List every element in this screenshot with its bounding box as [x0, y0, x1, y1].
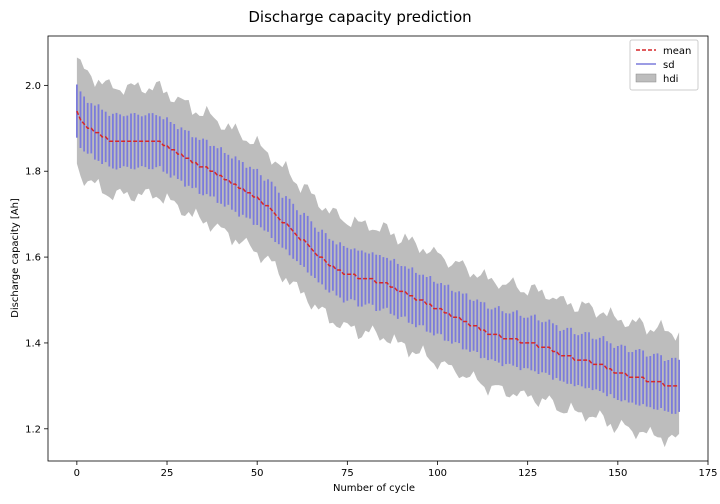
mean-line-layer: [76, 110, 680, 387]
hdi-band-layer: [76, 57, 680, 448]
legend-hdi-swatch: [635, 73, 657, 83]
legend-mean-label: mean: [663, 46, 691, 57]
legend-hdi-label: hdi: [663, 74, 678, 85]
x-tick-label: 0: [74, 468, 80, 479]
y-tick-label: 1.6: [25, 253, 41, 264]
legend: mean sd hdi: [629, 39, 699, 91]
x-tick-label: 25: [161, 468, 174, 479]
y-tick-label: 1.8: [25, 167, 41, 178]
x-tick-label: 150: [608, 468, 627, 479]
chart-title: Discharge capacity prediction: [248, 8, 471, 26]
y-tick-label: 2.0: [25, 81, 41, 92]
x-tick-label: 50: [251, 468, 264, 479]
axes-layer: 0 25 50 75 100 125 150 175 1.2 1.4 1.6 1.8 2.0: [25, 35, 718, 479]
hdi-band: [76, 57, 680, 448]
y-tick-label: 1.2: [25, 424, 41, 435]
x-tick-label: 175: [698, 468, 717, 479]
x-tick-label: 100: [428, 468, 447, 479]
x-tick-label: 125: [518, 468, 537, 479]
mean-line: [76, 110, 680, 387]
x-axis-label: Number of cycle: [333, 483, 415, 494]
legend-sd-label: sd: [663, 60, 675, 71]
y-tick-label: 1.4: [25, 338, 41, 349]
x-tick-label: 75: [341, 468, 354, 479]
y-axis-label: Discharge capacity [Ah]: [10, 198, 21, 318]
plot-frame: [47, 35, 709, 462]
